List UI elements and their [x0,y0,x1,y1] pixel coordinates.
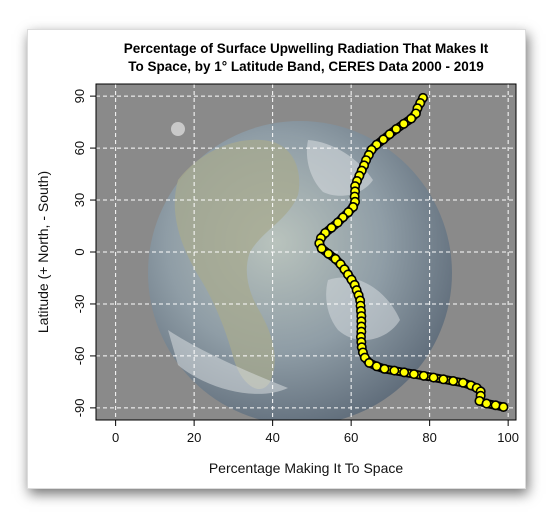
x-axis-label: Percentage Making It To Space [209,460,404,476]
y-tick-label: -30 [72,295,87,314]
data-point [438,374,449,385]
y-tick-label: 0 [72,248,87,255]
data-point [323,248,334,259]
data-point [378,134,389,145]
data-point [448,376,459,387]
data-point [406,113,417,124]
data-point [398,118,409,129]
x-tick-label: 100 [497,430,519,445]
chart-svg: 0 20 40 60 80 100 90 60 30 0 -30 -60 -90 Percentage … [35,41,519,476]
data-point [418,370,429,381]
data-point [379,363,390,374]
x-tick-label: 0 [112,430,119,445]
y-tick-label: 90 [72,89,87,103]
y-tick-label: -60 [72,347,87,366]
y-tick-label: 30 [72,193,87,207]
earth-background [148,121,452,420]
chart-title-line-2: To Space, by 1° Latitude Band, CERES Dat… [128,59,484,74]
x-tick-label: 60 [344,430,358,445]
x-tick-label: 80 [422,430,436,445]
data-point [399,367,410,378]
x-tick-label: 40 [265,430,279,445]
chart-title-line-1: Percentage of Surface Upwelling Radiatio… [124,41,489,56]
data-point [481,398,492,409]
data-point [332,217,343,228]
data-point [428,372,439,383]
data-point [384,129,395,140]
data-point [391,124,402,135]
y-tick-label: 60 [72,141,87,155]
y-axis-label: Latitude (+ North, - South) [35,171,51,333]
plot-frame [95,83,517,421]
data-layer [314,92,509,413]
y-tick-label: -90 [72,398,87,417]
data-point [316,243,327,254]
data-point [389,365,400,376]
data-point [408,369,419,380]
data-point [498,402,509,413]
data-point [326,222,337,233]
grid [96,84,516,420]
moon-icon [171,122,185,136]
x-tick-label: 20 [187,430,201,445]
chart-figure: 0 20 40 60 80 100 90 60 30 0 -30 -60 -90 Percentage … [27,29,526,489]
axes: 0 20 40 60 80 100 90 60 30 0 -30 -60 -90 [72,89,519,445]
data-point [490,400,501,411]
